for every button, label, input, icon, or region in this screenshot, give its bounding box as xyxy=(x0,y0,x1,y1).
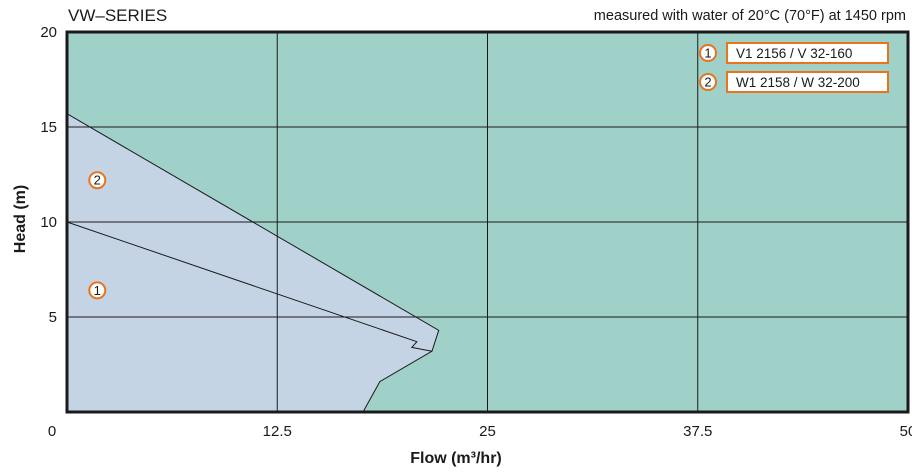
x-axis-label: Flow (m³/hr) xyxy=(410,450,502,467)
legend-marker-1 xyxy=(699,44,717,62)
y-tick-label: 5 xyxy=(49,309,57,326)
series-2-curve xyxy=(66,113,440,413)
operating-area xyxy=(67,113,439,412)
x-tick-label: 0 xyxy=(48,423,56,440)
y-tick-label: 15 xyxy=(40,119,57,136)
plot-frame xyxy=(65,30,910,414)
x-tick-label: 50 xyxy=(900,423,912,440)
y-tick-label: 20 xyxy=(40,24,57,41)
curve-marker-2 xyxy=(88,171,107,190)
legend-box xyxy=(726,71,889,93)
x-tick-label: 37.5 xyxy=(683,423,712,440)
y-tick-label: 10 xyxy=(40,214,57,231)
curve-marker-label: 1 xyxy=(94,283,101,298)
legend-entry-label: W1 2158 / W 32-200 xyxy=(736,75,860,90)
legend-marker-label: 1 xyxy=(704,46,711,61)
chart-title: VW–SERIES xyxy=(68,6,168,25)
legend-marker-label: 2 xyxy=(704,75,711,90)
chart-subtitle: measured with water of 20°C (70°F) at 14… xyxy=(593,8,906,24)
legend-box xyxy=(726,42,889,64)
series-1-curve xyxy=(66,221,433,352)
legend-entry-label: V1 2156 / V 32-160 xyxy=(736,46,852,61)
x-tick-label: 12.5 xyxy=(263,423,292,440)
curve-marker-1 xyxy=(88,281,107,300)
legend-marker-2 xyxy=(699,73,717,91)
curve-marker-label: 2 xyxy=(94,173,101,188)
x-tick-label: 25 xyxy=(479,423,496,440)
